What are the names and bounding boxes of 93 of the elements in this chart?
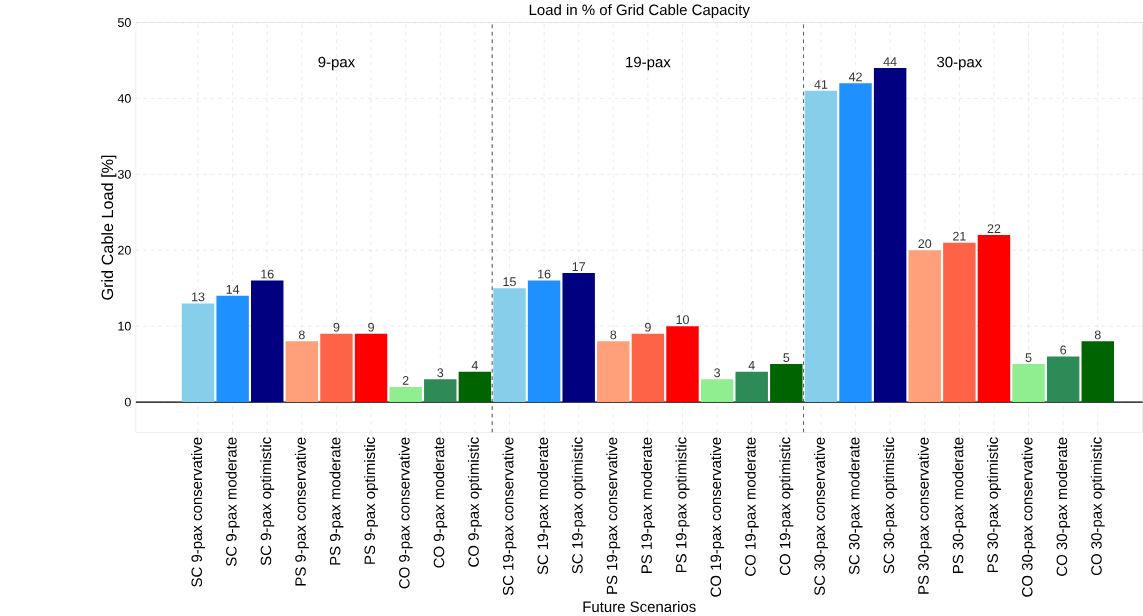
data-label: 9 [368, 322, 374, 332]
bar [666, 326, 699, 402]
bar [354, 333, 388, 402]
bar [389, 386, 422, 402]
data-label: 5 [783, 353, 790, 362]
data-label: 13 [192, 292, 205, 302]
data-label: 16 [538, 269, 551, 279]
x-tick-label: CO 9-pax moderate [433, 437, 448, 568]
data-label: 42 [848, 72, 862, 82]
data-label: 4 [748, 360, 755, 370]
x-tick-label: SC 19-pax conservative [502, 437, 517, 596]
x-tick-label: PS 9-pax optimistic [364, 437, 379, 564]
bar [424, 379, 457, 402]
bar [597, 341, 630, 402]
bar [977, 234, 1011, 402]
y-tick-label: 0 [124, 397, 131, 407]
x-tick-label: SC 9-pax conservative [191, 437, 206, 587]
x-tick-label: SC 30-pax moderate [848, 437, 863, 575]
chart-title: Load in % of Grid Cable Capacity [529, 4, 750, 19]
bar [700, 379, 734, 402]
data-label: 20 [918, 239, 932, 249]
x-tick-label: PS 30-pax moderate [952, 437, 967, 573]
bar [770, 364, 803, 402]
bar [631, 333, 665, 402]
y-tick-label: 50 [117, 18, 131, 27]
x-tick-label: CO 19-pax moderate [744, 437, 759, 576]
bar [943, 242, 976, 402]
data-label: 21 [953, 231, 966, 241]
bar [285, 341, 319, 402]
bar [493, 288, 526, 402]
data-label: 3 [437, 368, 444, 378]
x-tick-label: CO 19-pax optimistic [779, 437, 794, 575]
data-label: 9 [645, 322, 651, 332]
y-tick-label: 20 [118, 245, 131, 255]
x-tick-label: PS 19-pax conservative [606, 437, 621, 594]
bar [1046, 356, 1080, 402]
data-label: 16 [261, 269, 274, 279]
y-tick-label: 30 [117, 169, 131, 179]
bar [908, 250, 941, 402]
x-tick-label: SC 19-pax optimistic [571, 437, 586, 574]
x-tick-label: PS 30-pax optimistic [986, 437, 1001, 572]
bar [458, 371, 492, 402]
x-tick-label: CO 9-pax conservative [398, 437, 413, 589]
x-tick-label: PS 19-pax moderate [640, 437, 655, 573]
annotation: 30-pax [937, 56, 983, 71]
annotation: 19-pax [626, 56, 671, 71]
x-tick-label: CO 30-pax conservative [1021, 437, 1036, 597]
bar [251, 280, 284, 402]
data-label: 10 [676, 315, 689, 324]
x-tick-label: SC 30-pax optimistic [883, 437, 898, 574]
y-tick-label: 40 [117, 93, 131, 103]
data-label: 8 [298, 330, 305, 340]
data-label: 22 [987, 224, 1001, 233]
bar [804, 90, 838, 402]
x-axis-title: Future Scenarios [583, 600, 696, 612]
data-label: 3 [714, 368, 721, 378]
data-label: 41 [814, 80, 828, 89]
data-label: 2 [402, 375, 409, 385]
data-label: 15 [503, 277, 516, 286]
data-label: 5 [1025, 353, 1032, 362]
x-tick-label: SC 9-pax moderate [225, 437, 240, 566]
data-label: 9 [333, 322, 340, 332]
bar [320, 333, 353, 402]
x-tick-label: PS 19-pax optimistic [675, 437, 690, 572]
data-label: 6 [1060, 345, 1067, 355]
x-tick-label: CO 30-pax moderate [1056, 437, 1071, 576]
bar [873, 67, 907, 402]
x-tick-label: CO 9-pax optimistic [467, 437, 482, 567]
bar [181, 303, 215, 402]
data-label: 17 [572, 262, 585, 271]
x-tick-label: SC 30-pax conservative [813, 437, 828, 596]
data-label: 14 [226, 284, 240, 294]
x-tick-label: SC 19-pax moderate [537, 437, 552, 575]
bar [216, 295, 249, 402]
x-tick-label: PS 9-pax conservative [294, 437, 309, 586]
bar [527, 280, 561, 402]
data-label: 44 [883, 57, 897, 66]
x-tick-label: SC 9-pax optimistic [260, 437, 275, 566]
data-label: 4 [471, 360, 478, 370]
data-label: 8 [1094, 330, 1101, 340]
bar [1012, 364, 1045, 402]
x-tick-label: PS 9-pax moderate [329, 437, 344, 565]
x-tick-label: CO 19-pax conservative [710, 437, 725, 597]
y-axis-title: Grid Cable Load [%] [101, 155, 117, 300]
bar [562, 272, 595, 402]
x-tick-label: PS 30-pax conservative [917, 437, 932, 594]
annotation: 9-pax [318, 56, 355, 71]
data-label: 8 [610, 330, 617, 340]
bar [839, 83, 872, 402]
y-tick-label: 10 [118, 321, 131, 331]
bar [735, 371, 768, 402]
x-tick-label: CO 30-pax optimistic [1090, 437, 1105, 575]
bar [1081, 341, 1114, 402]
